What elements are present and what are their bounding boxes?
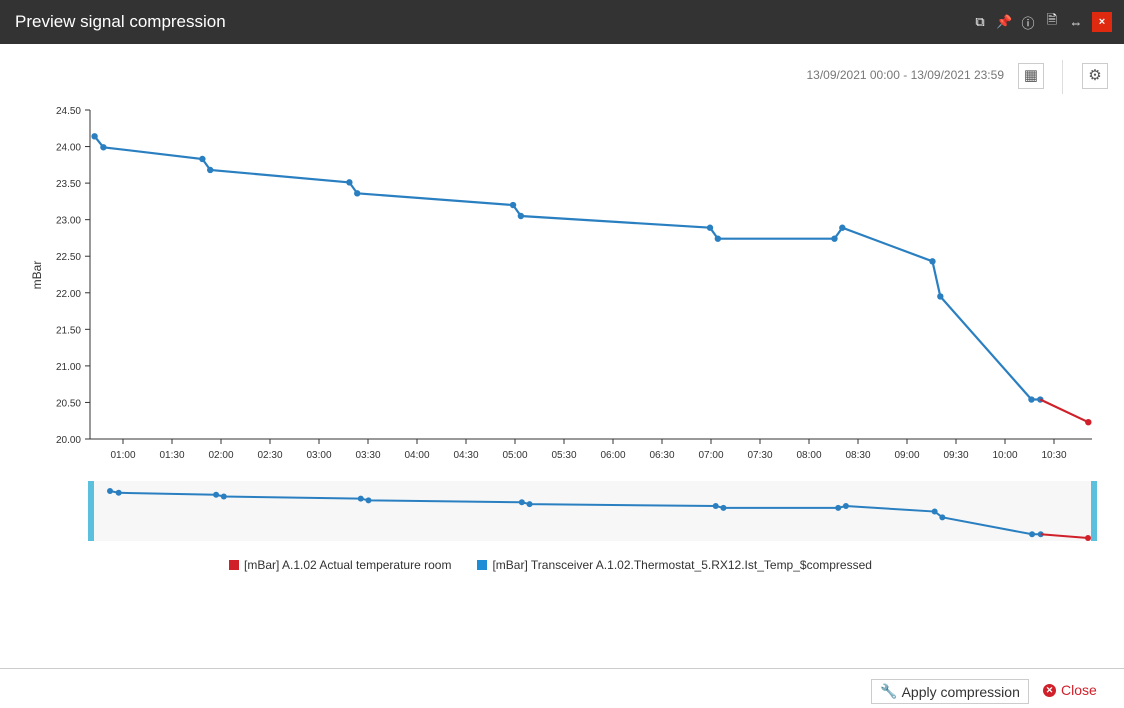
y-axis-label: mBar — [30, 261, 44, 290]
close-circle-icon: ✕ — [1043, 683, 1056, 697]
window-title: Preview signal compression — [15, 12, 226, 31]
x-tick-label: 03:00 — [306, 450, 331, 461]
navigator-point — [365, 497, 372, 504]
x-tick-label: 04:00 — [404, 450, 429, 461]
navigator-point — [712, 503, 719, 510]
title-bar: Preview signal compression ⧉ 📌 ⓘ 🗎 ⇔ × — [0, 0, 1124, 44]
data-point — [199, 155, 206, 163]
x-tick-label: 03:30 — [355, 450, 380, 461]
navigator-point — [931, 508, 938, 515]
y-tick-label: 23.00 — [56, 216, 81, 227]
y-tick-label: 21.50 — [56, 325, 81, 336]
data-point — [929, 258, 936, 265]
chart: 20.00 20.50 21.00 21.50 22.00 22.50 23.00 23.50… — [30, 106, 1097, 541]
navigator-point — [107, 488, 113, 494]
navigator-point — [1085, 535, 1091, 541]
legend-item-actual-temperature[interactable]: [mBar] A.1.02 Actual temperature room — [229, 558, 451, 572]
x-tick-label: 05:00 — [502, 450, 527, 461]
y-tick-label: 22.50 — [56, 252, 81, 263]
navigator-line — [1040, 533, 1089, 539]
gear-icon: ⚙ — [1088, 67, 1102, 84]
legend-swatch — [229, 560, 239, 570]
legend-label: [mBar] Transceiver A.1.02.Thermostat_5.R… — [492, 558, 872, 572]
data-point — [706, 224, 714, 231]
x-tick-label: 10:00 — [992, 450, 1017, 461]
x-tick-label: 01:30 — [159, 450, 184, 461]
apply-compression-button[interactable]: 🔧 Apply compression — [871, 679, 1029, 704]
pin-icon[interactable]: 📌 — [996, 14, 1013, 29]
y-tick-label: 24.00 — [56, 143, 81, 154]
pdf-icon[interactable]: 🗎 — [1046, 12, 1058, 27]
legend: [mBar] A.1.02 Actual temperature room [m… — [229, 558, 872, 572]
settings-button[interactable]: ⚙ — [1082, 63, 1108, 89]
data-point — [831, 235, 838, 242]
x-tick-label: 07:30 — [747, 450, 772, 461]
calendar-button[interactable]: ▦ — [1018, 63, 1044, 89]
navigator-point — [213, 491, 220, 498]
close-label: Close — [1061, 682, 1097, 698]
x-tick-label: 07:00 — [698, 450, 723, 461]
navigator-handle-right[interactable] — [1091, 481, 1097, 541]
navigator-handle-left[interactable] — [88, 481, 94, 541]
resize-width-icon[interactable]: ⇔ — [1069, 14, 1083, 30]
y-tick-label: 23.50 — [56, 179, 81, 190]
x-tick-label: 06:00 — [600, 450, 625, 461]
window-close-button[interactable]: × — [1092, 12, 1112, 32]
x-tick-label: 09:00 — [894, 450, 919, 461]
y-tick-label: 22.00 — [56, 289, 81, 300]
navigator-point — [518, 499, 525, 506]
close-button[interactable]: ✕ Close — [1043, 682, 1097, 698]
navigator-line — [109, 490, 1041, 536]
series-line — [1039, 398, 1089, 424]
legend-item-compressed[interactable]: [mBar] Transceiver A.1.02.Thermostat_5.R… — [477, 558, 872, 572]
navigator-point — [720, 504, 727, 511]
y-tick-label: 24.50 — [56, 106, 81, 117]
series-line — [93, 135, 1041, 401]
x-tick-label: 08:00 — [796, 450, 821, 461]
y-tick-label: 20.50 — [56, 398, 81, 409]
legend-swatch — [477, 560, 488, 570]
x-tick-label: 08:30 — [845, 450, 870, 461]
navigator-point — [115, 489, 122, 496]
data-point — [839, 224, 846, 231]
data-point — [509, 201, 517, 209]
data-point — [1085, 418, 1092, 426]
footer: 🔧 Apply compression ✕ Close — [0, 668, 1124, 708]
divider — [1062, 60, 1063, 94]
data-point — [346, 179, 353, 186]
legend-label: [mBar] A.1.02 Actual temperature room — [244, 558, 452, 572]
calendar-icon: ▦ — [1023, 67, 1039, 84]
x-tick-label: 01:00 — [110, 450, 135, 461]
data-point — [937, 293, 944, 300]
data-point — [100, 144, 107, 151]
data-point — [517, 212, 525, 220]
y-tick-label: 21.00 — [56, 362, 81, 373]
x-tick-label: 09:30 — [943, 450, 968, 461]
apply-label: Apply compression — [901, 683, 1020, 700]
navigator-background — [92, 481, 1092, 541]
navigator-point — [220, 493, 227, 500]
wrench-icon: 🔧 — [880, 683, 898, 699]
x-tick-label: 04:30 — [453, 450, 478, 461]
navigator-point — [842, 503, 849, 510]
date-range: 13/09/2021 00:00 - 13/09/2021 23:59 — [806, 68, 1004, 82]
x-tick-label: 02:00 — [208, 450, 233, 461]
navigator-point — [526, 501, 533, 508]
info-icon[interactable]: ⓘ — [1021, 15, 1035, 31]
data-point — [91, 133, 98, 140]
navigator-point — [835, 504, 842, 511]
y-tick-label: 20.00 — [56, 435, 81, 446]
navigator-point — [1029, 531, 1036, 538]
data-point — [714, 235, 722, 242]
data-point — [207, 166, 214, 174]
x-tick-label: 10:30 — [1041, 450, 1066, 461]
navigator-point — [939, 514, 946, 521]
x-tick-label: 02:30 — [257, 450, 282, 461]
x-tick-label: 06:30 — [649, 450, 674, 461]
popout-icon[interactable]: ⧉ — [975, 14, 985, 29]
navigator-point — [357, 495, 364, 502]
x-tick-label: 05:30 — [551, 450, 576, 461]
data-point — [1028, 396, 1035, 403]
data-point — [354, 190, 361, 197]
